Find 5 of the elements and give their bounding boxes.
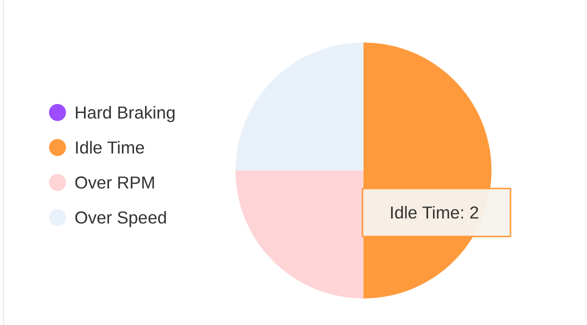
legend-label: Over Speed bbox=[74, 208, 167, 228]
legend-label: Hard Braking bbox=[74, 102, 176, 122]
data-label: Idle Time: 2 bbox=[390, 202, 480, 222]
legend-label: Idle Time bbox=[74, 138, 145, 158]
legend-label: Over RPM bbox=[74, 172, 156, 192]
